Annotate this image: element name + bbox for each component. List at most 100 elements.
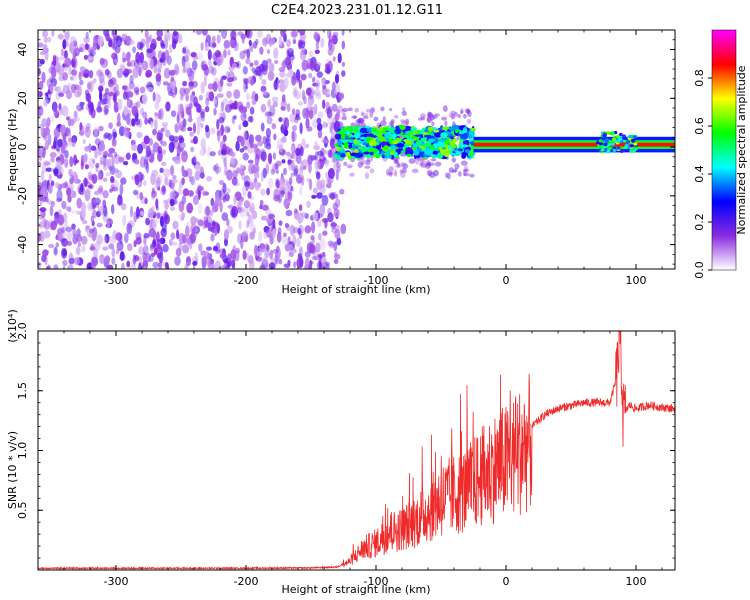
colorbar-tick-label: 0.8: [693, 69, 706, 87]
spectrogram-cell: [277, 79, 281, 84]
colorbar-tick-label: 0.0: [693, 261, 706, 279]
spectrogram-cell: [108, 147, 116, 154]
spectrogram-cell: [45, 196, 49, 203]
spectrogram-cell: [424, 162, 431, 169]
spectrogram-cell: [304, 213, 310, 219]
spectrogram-cell: [191, 60, 198, 71]
spectrogram-cell: [40, 186, 46, 198]
spectrogram-cell: [208, 59, 212, 66]
spectrogram-cell: [123, 39, 127, 45]
spectrogram-cell: [207, 222, 212, 232]
spectrogram-cell: [76, 245, 81, 256]
spectrogram-cell: [98, 85, 104, 92]
spectrogram-cell: [129, 75, 134, 84]
spectrogram-cell: [197, 202, 203, 215]
spectrogram-cell: [107, 99, 111, 109]
spectrogram-cell: [156, 36, 162, 41]
spectrogram-cell: [182, 244, 190, 254]
spectrogram-cell: [216, 93, 224, 98]
spectrogram-cell: [185, 256, 192, 267]
spectrogram-cell: [64, 30, 71, 39]
spectrogram-cell: [62, 259, 68, 267]
spectrogram-cell: [339, 188, 345, 195]
spectrogram-cell: [156, 30, 163, 38]
spectrogram-cell: [450, 144, 458, 148]
spectrogram-cell: [97, 170, 101, 181]
spectrogram-cell: [226, 82, 233, 87]
spectrogram-cell: [220, 77, 224, 87]
spectrogram-cell: [202, 146, 207, 155]
x-tick-label: -100: [364, 274, 389, 287]
spectrogram-cell: [237, 207, 242, 214]
spectrogram-cell: [300, 73, 307, 81]
spectrogram-cell: [200, 111, 206, 122]
x-tick-label: 0: [503, 575, 510, 588]
spectrogram-cell: [291, 144, 295, 153]
spectrogram-cell: [47, 36, 52, 43]
spectrogram-cell: [451, 157, 456, 163]
spectrogram-cell: [281, 189, 285, 198]
spectrogram-cell: [277, 138, 284, 148]
spectrogram-cell: [83, 146, 90, 152]
spectrogram-cell: [38, 42, 44, 48]
spectrogram-cell: [457, 148, 464, 152]
spectrogram-cell: [322, 99, 326, 109]
spectrogram-cell: [57, 138, 63, 148]
spectrogram-cell: [48, 243, 55, 249]
spectrogram-cell: [308, 72, 313, 79]
spectrogram-cell: [337, 52, 342, 64]
spectrogram-cell: [230, 208, 236, 218]
spectrogram-cell: [266, 142, 272, 150]
spectrogram-cell: [468, 130, 475, 137]
spectrogram-cell: [83, 54, 89, 60]
spectrogram-cell: [369, 168, 375, 174]
spectrogram-cell: [99, 57, 105, 65]
spectrogram-cell: [72, 118, 77, 124]
spectrogram-cell: [67, 264, 74, 269]
spectrogram-cell: [292, 35, 296, 44]
spectrogram-cell: [278, 36, 283, 47]
spectrogram-cell: [359, 129, 365, 133]
spectrogram-cell: [89, 46, 94, 58]
spectrogram-cell: [401, 120, 408, 127]
spectrogram-cell: [227, 71, 235, 80]
spectrogram-cell: [181, 150, 188, 163]
spectrogram-cell: [218, 112, 223, 119]
spectrogram-cell: [178, 121, 185, 131]
spectrogram-cell: [57, 56, 65, 61]
spectrogram-cell: [434, 113, 441, 117]
spectrogram-cell: [325, 171, 329, 179]
spectrogram-cell: [103, 104, 109, 116]
spectrogram-cell: [163, 67, 171, 79]
spectrogram-cell: [287, 69, 294, 79]
spectrogram-cell: [325, 93, 331, 98]
spectrogram-cell: [359, 136, 366, 140]
spectrogram-cell: [143, 265, 147, 269]
spectrogram-cell: [107, 153, 113, 158]
spectrogram-cell: [420, 113, 426, 119]
spectrogram-cell: [87, 99, 92, 110]
spectrogram-cell: [277, 227, 282, 235]
spectrogram-cell: [61, 200, 67, 210]
x-tick-label: 0: [503, 274, 510, 287]
spectrogram-cell: [325, 79, 330, 85]
spectrogram-cell: [314, 159, 320, 171]
spectrogram-cell: [295, 75, 301, 84]
spectrogram-cell: [388, 166, 394, 173]
spectrogram-cell: [364, 154, 372, 158]
spectrogram-cell: [332, 31, 339, 38]
spectrogram-cell: [91, 220, 95, 227]
spectrogram-cell: [175, 247, 182, 257]
y-tick-label: 0: [16, 144, 29, 151]
spectrogram-cell: [408, 158, 416, 164]
spectrogram-cell: [93, 190, 100, 196]
spectrogram-cell: [52, 54, 57, 67]
spectrogram-cell: [306, 126, 313, 132]
spectrogram-cell: [260, 171, 264, 183]
spectrogram-cell: [259, 204, 263, 210]
spectrogram-cell: [223, 157, 227, 168]
spectrogram-cell: [169, 238, 173, 247]
spectrogram-cell: [216, 34, 221, 44]
spectrogram-cell: [178, 135, 184, 141]
spectrogram-cell: [203, 216, 208, 221]
